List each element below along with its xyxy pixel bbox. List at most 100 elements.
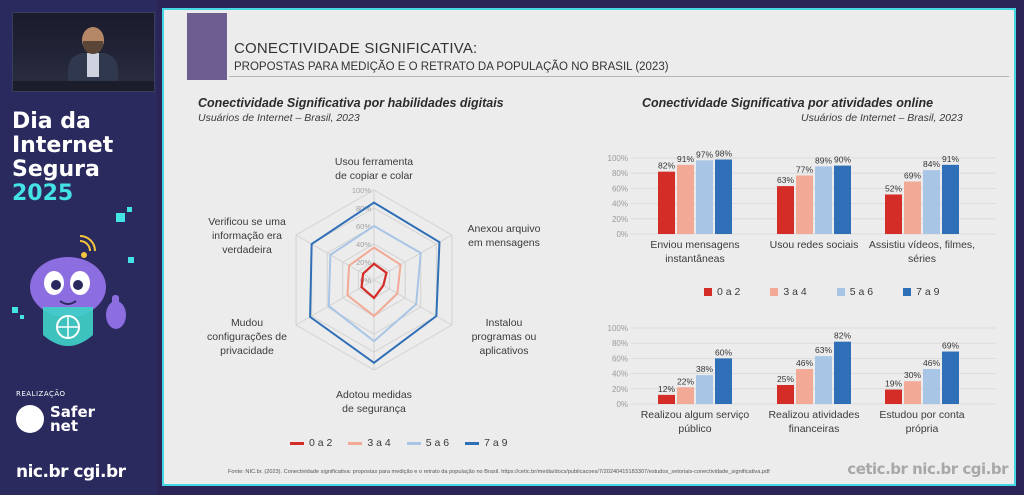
bar [904, 381, 921, 404]
bar-tick-label: 40% [612, 370, 628, 379]
legend-swatch [406, 441, 421, 445]
radar-series-line [346, 246, 402, 318]
legend-label: 3 a 4 [783, 286, 807, 298]
legend-item: 0 a 2 [290, 437, 332, 449]
bar [885, 389, 902, 404]
bar [904, 181, 921, 234]
legend-label: 0 a 2 [309, 437, 333, 449]
bar-category-label: Estudou por conta [879, 409, 964, 421]
bar-category-label: Realizou algum serviço [641, 409, 750, 421]
slide-accent-bar [187, 13, 227, 80]
radar-series-line [360, 262, 388, 300]
radar-axis-label-line: em mensagens [468, 237, 540, 249]
bar-value-label: 84% [923, 159, 940, 169]
bar-tick-label: 80% [612, 339, 628, 348]
realizacao-label: REALIZAÇÃO [16, 390, 66, 398]
event-year: 2025 [12, 181, 74, 206]
radar-axis-label-line: Verificou se uma [208, 216, 286, 228]
bar-tick-label: 100% [608, 324, 628, 333]
safernet-bird-icon [16, 405, 44, 433]
bar [796, 175, 813, 234]
bar-value-label: 89% [815, 155, 832, 165]
bar-tick-label: 60% [612, 354, 628, 363]
legend-label: 7 a 9 [916, 286, 940, 298]
bar-charts: 0%20%40%60%80%100%82%91% 97% 98%Enviou men… [608, 149, 996, 435]
source-citation: Fonte: NIC.br. (2023). Conectividade sig… [228, 469, 770, 475]
radar-tick-label: 20% [356, 258, 371, 267]
radar-tick-label: 0% [360, 276, 371, 285]
bar-value-label: 25% [777, 374, 794, 384]
bar-value-label: 46% [923, 358, 940, 368]
bar [715, 358, 732, 404]
bar [777, 385, 794, 404]
legend-item: 7 a 9 [903, 286, 939, 298]
radar-axis-label: Verificou se uma informação era verdadei… [192, 215, 302, 257]
bar [777, 186, 794, 234]
radar-axis-label-line: aplicativos [479, 345, 529, 357]
radar-axis-label-line: programas ou [471, 331, 537, 343]
event-sidebar: Dia da Internet Segura 2025 REALIZAÇÃO S… [0, 0, 157, 495]
legend-label: 3 a 4 [367, 437, 391, 449]
mascot-shield-icon [12, 235, 134, 346]
bar [885, 194, 902, 234]
bar-category-label: séries [908, 253, 936, 265]
legend-swatch [836, 288, 845, 296]
bar-value-label: 82% [658, 161, 675, 171]
legend-label: 5 a 6 [425, 437, 450, 449]
bar-value-label: 82% [834, 331, 851, 341]
safernet-name-line1: Safer [50, 403, 96, 421]
bar-value-label: 12% [658, 384, 675, 394]
bar [658, 394, 675, 404]
bar-value-label: 19% [885, 379, 902, 389]
bar-tick-label: 60% [612, 184, 628, 193]
bar-value-label: 77% [796, 164, 813, 174]
bar [834, 341, 851, 404]
radar-axis-label: Anexou arquivo em mensagens [454, 222, 554, 250]
radar-axis-label-line: Anexou arquivo [467, 223, 541, 235]
bar [942, 351, 959, 404]
bar [796, 369, 813, 404]
bar-tick-label: 20% [612, 215, 628, 224]
footer-logos: cetic.br nic.br cgi.br [847, 460, 1008, 478]
bar [815, 356, 832, 404]
bar-tick-label: 100% [608, 154, 628, 163]
bar-legend: 0 a 2 3 a 4 5 a 6 7 a 9 [704, 286, 939, 298]
bar-value-label: 69% [942, 341, 959, 351]
bar [923, 369, 940, 404]
radar-chart: 0%20%40%60%80%100% [295, 186, 453, 371]
bar-value-label: 52% [885, 183, 902, 193]
radar-axis-label-line: de segurança [342, 403, 406, 415]
radar-axis-label: Usou ferramenta de copiar e colar [314, 155, 434, 183]
radar-axis-label: Mudou configurações de privacidade [192, 316, 302, 358]
radar-tick-label: 100% [352, 186, 372, 195]
bar-value-label: 91% [677, 154, 694, 164]
bar-value-label: 60% [715, 347, 732, 357]
bar-value-label: 90% [834, 155, 851, 165]
radar-chart-subtitle: Usuários de Internet – Brasil, 2023 [198, 112, 360, 124]
radar-axis-label-line: de copiar e colar [335, 170, 413, 182]
decor-square-icon [116, 213, 125, 222]
legend-swatch [465, 441, 480, 445]
bar [834, 165, 851, 234]
bar-value-label: 69% [904, 171, 921, 181]
legend-label: 7 a 9 [484, 437, 508, 449]
bar-category-label: Assistiu vídeos, filmes, [869, 239, 975, 251]
slide-subtitle: PROPOSTAS PARA MEDIÇÃO E O RETRATO DA PO… [234, 61, 669, 73]
safernet-name-line2: net [50, 417, 79, 435]
legend-swatch [770, 288, 779, 296]
legend-item: 7 a 9 [465, 437, 507, 449]
radar-axis-label-line: privacidade [220, 345, 274, 357]
radar-axis-label-line: informação era [211, 230, 283, 242]
event-title-line3: Segura [12, 157, 100, 182]
bar-tick-label: 0% [616, 230, 628, 239]
radar-axis-label-line: Instalou [485, 317, 523, 329]
bar [923, 170, 940, 234]
legend-label: 0 a 2 [717, 286, 741, 298]
bar-category-label: Usou redes sociais [770, 239, 859, 251]
legend-swatch [903, 288, 912, 296]
legend-swatch [290, 441, 304, 445]
bar-value-label: 63% [777, 175, 794, 185]
decor-square-icon [127, 207, 132, 212]
event-title: Dia da Internet Segura 2025 [12, 110, 152, 206]
bar-category-label: Realizou atividades [768, 409, 859, 421]
